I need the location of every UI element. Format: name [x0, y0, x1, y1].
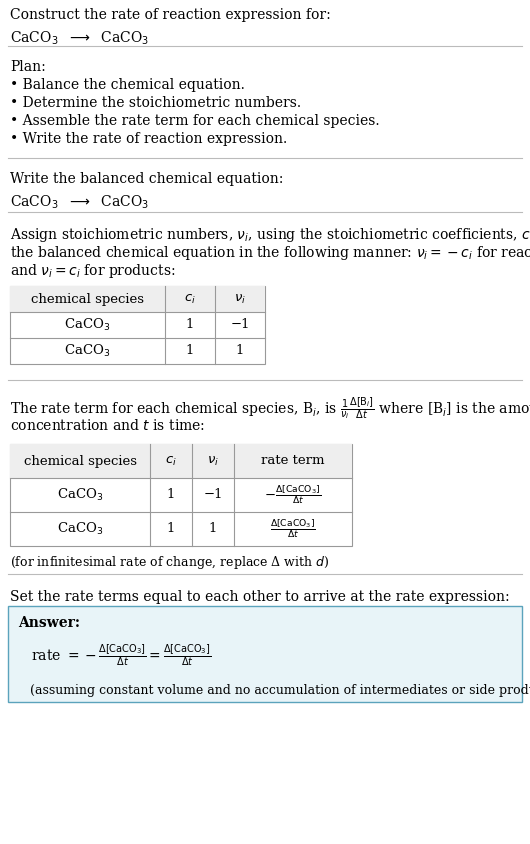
Text: The rate term for each chemical species, B$_i$, is $\frac{1}{\nu_i}\frac{\Delta[: The rate term for each chemical species,… [10, 396, 530, 422]
Text: (assuming constant volume and no accumulation of intermediates or side products): (assuming constant volume and no accumul… [18, 684, 530, 697]
Bar [10, 286, 265, 312]
Text: • Balance the chemical equation.: • Balance the chemical equation. [10, 78, 245, 92]
Text: 1: 1 [186, 344, 194, 358]
Text: chemical species: chemical species [31, 293, 144, 306]
Text: CaCO$_3$: CaCO$_3$ [57, 521, 103, 537]
Text: CaCO$_3$: CaCO$_3$ [64, 343, 111, 359]
Text: 1: 1 [167, 522, 175, 535]
Text: • Assemble the rate term for each chemical species.: • Assemble the rate term for each chemic… [10, 114, 379, 128]
Text: Set the rate terms equal to each other to arrive at the rate expression:: Set the rate terms equal to each other t… [10, 590, 510, 604]
Text: Plan:: Plan: [10, 60, 46, 74]
Text: 1: 1 [186, 318, 194, 332]
Text: (for infinitesimal rate of change, replace Δ with $d$): (for infinitesimal rate of change, repla… [10, 554, 330, 571]
Text: CaCO$_3$  $\longrightarrow$  CaCO$_3$: CaCO$_3$ $\longrightarrow$ CaCO$_3$ [10, 30, 149, 47]
Text: 1: 1 [209, 522, 217, 535]
Text: • Write the rate of reaction expression.: • Write the rate of reaction expression. [10, 132, 287, 146]
Text: −1: −1 [203, 489, 223, 501]
Text: 1: 1 [167, 489, 175, 501]
Text: Construct the rate of reaction expression for:: Construct the rate of reaction expressio… [10, 8, 331, 22]
Text: concentration and $t$ is time:: concentration and $t$ is time: [10, 418, 205, 433]
Text: 1: 1 [236, 344, 244, 358]
Text: $c_i$: $c_i$ [165, 454, 177, 468]
Text: −1: −1 [230, 318, 250, 332]
Text: the balanced chemical equation in the following manner: $\nu_i = -c_i$ for react: the balanced chemical equation in the fo… [10, 244, 530, 262]
Text: $\nu_i$: $\nu_i$ [207, 454, 219, 468]
Text: and $\nu_i = c_i$ for products:: and $\nu_i = c_i$ for products: [10, 262, 175, 280]
FancyBboxPatch shape [8, 606, 522, 702]
Bar [10, 286, 265, 364]
Text: CaCO$_3$: CaCO$_3$ [64, 317, 111, 333]
Text: $\nu_i$: $\nu_i$ [234, 293, 246, 306]
Text: rate term: rate term [261, 455, 325, 468]
Text: Answer:: Answer: [18, 616, 80, 630]
Text: Write the balanced chemical equation:: Write the balanced chemical equation: [10, 172, 284, 186]
Text: chemical species: chemical species [23, 455, 137, 468]
Bar [10, 444, 352, 546]
Text: CaCO$_3$  $\longrightarrow$  CaCO$_3$: CaCO$_3$ $\longrightarrow$ CaCO$_3$ [10, 194, 149, 211]
Text: CaCO$_3$: CaCO$_3$ [57, 487, 103, 503]
Bar [10, 444, 352, 478]
Text: rate $= -\frac{\Delta[\mathrm{CaCO}_3]}{\Delta t} = \frac{\Delta[\mathrm{CaCO}_3: rate $= -\frac{\Delta[\mathrm{CaCO}_3]}{… [18, 642, 211, 668]
Text: $c_i$: $c_i$ [184, 293, 196, 306]
Text: $-\frac{\Delta[\mathrm{CaCO}_3]}{\Delta t}$: $-\frac{\Delta[\mathrm{CaCO}_3]}{\Delta … [264, 484, 322, 506]
Text: Assign stoichiometric numbers, $\nu_i$, using the stoichiometric coefficients, $: Assign stoichiometric numbers, $\nu_i$, … [10, 226, 530, 244]
Text: $\frac{\Delta[\mathrm{CaCO}_3]}{\Delta t}$: $\frac{\Delta[\mathrm{CaCO}_3]}{\Delta t… [270, 517, 316, 540]
Text: • Determine the stoichiometric numbers.: • Determine the stoichiometric numbers. [10, 96, 301, 110]
